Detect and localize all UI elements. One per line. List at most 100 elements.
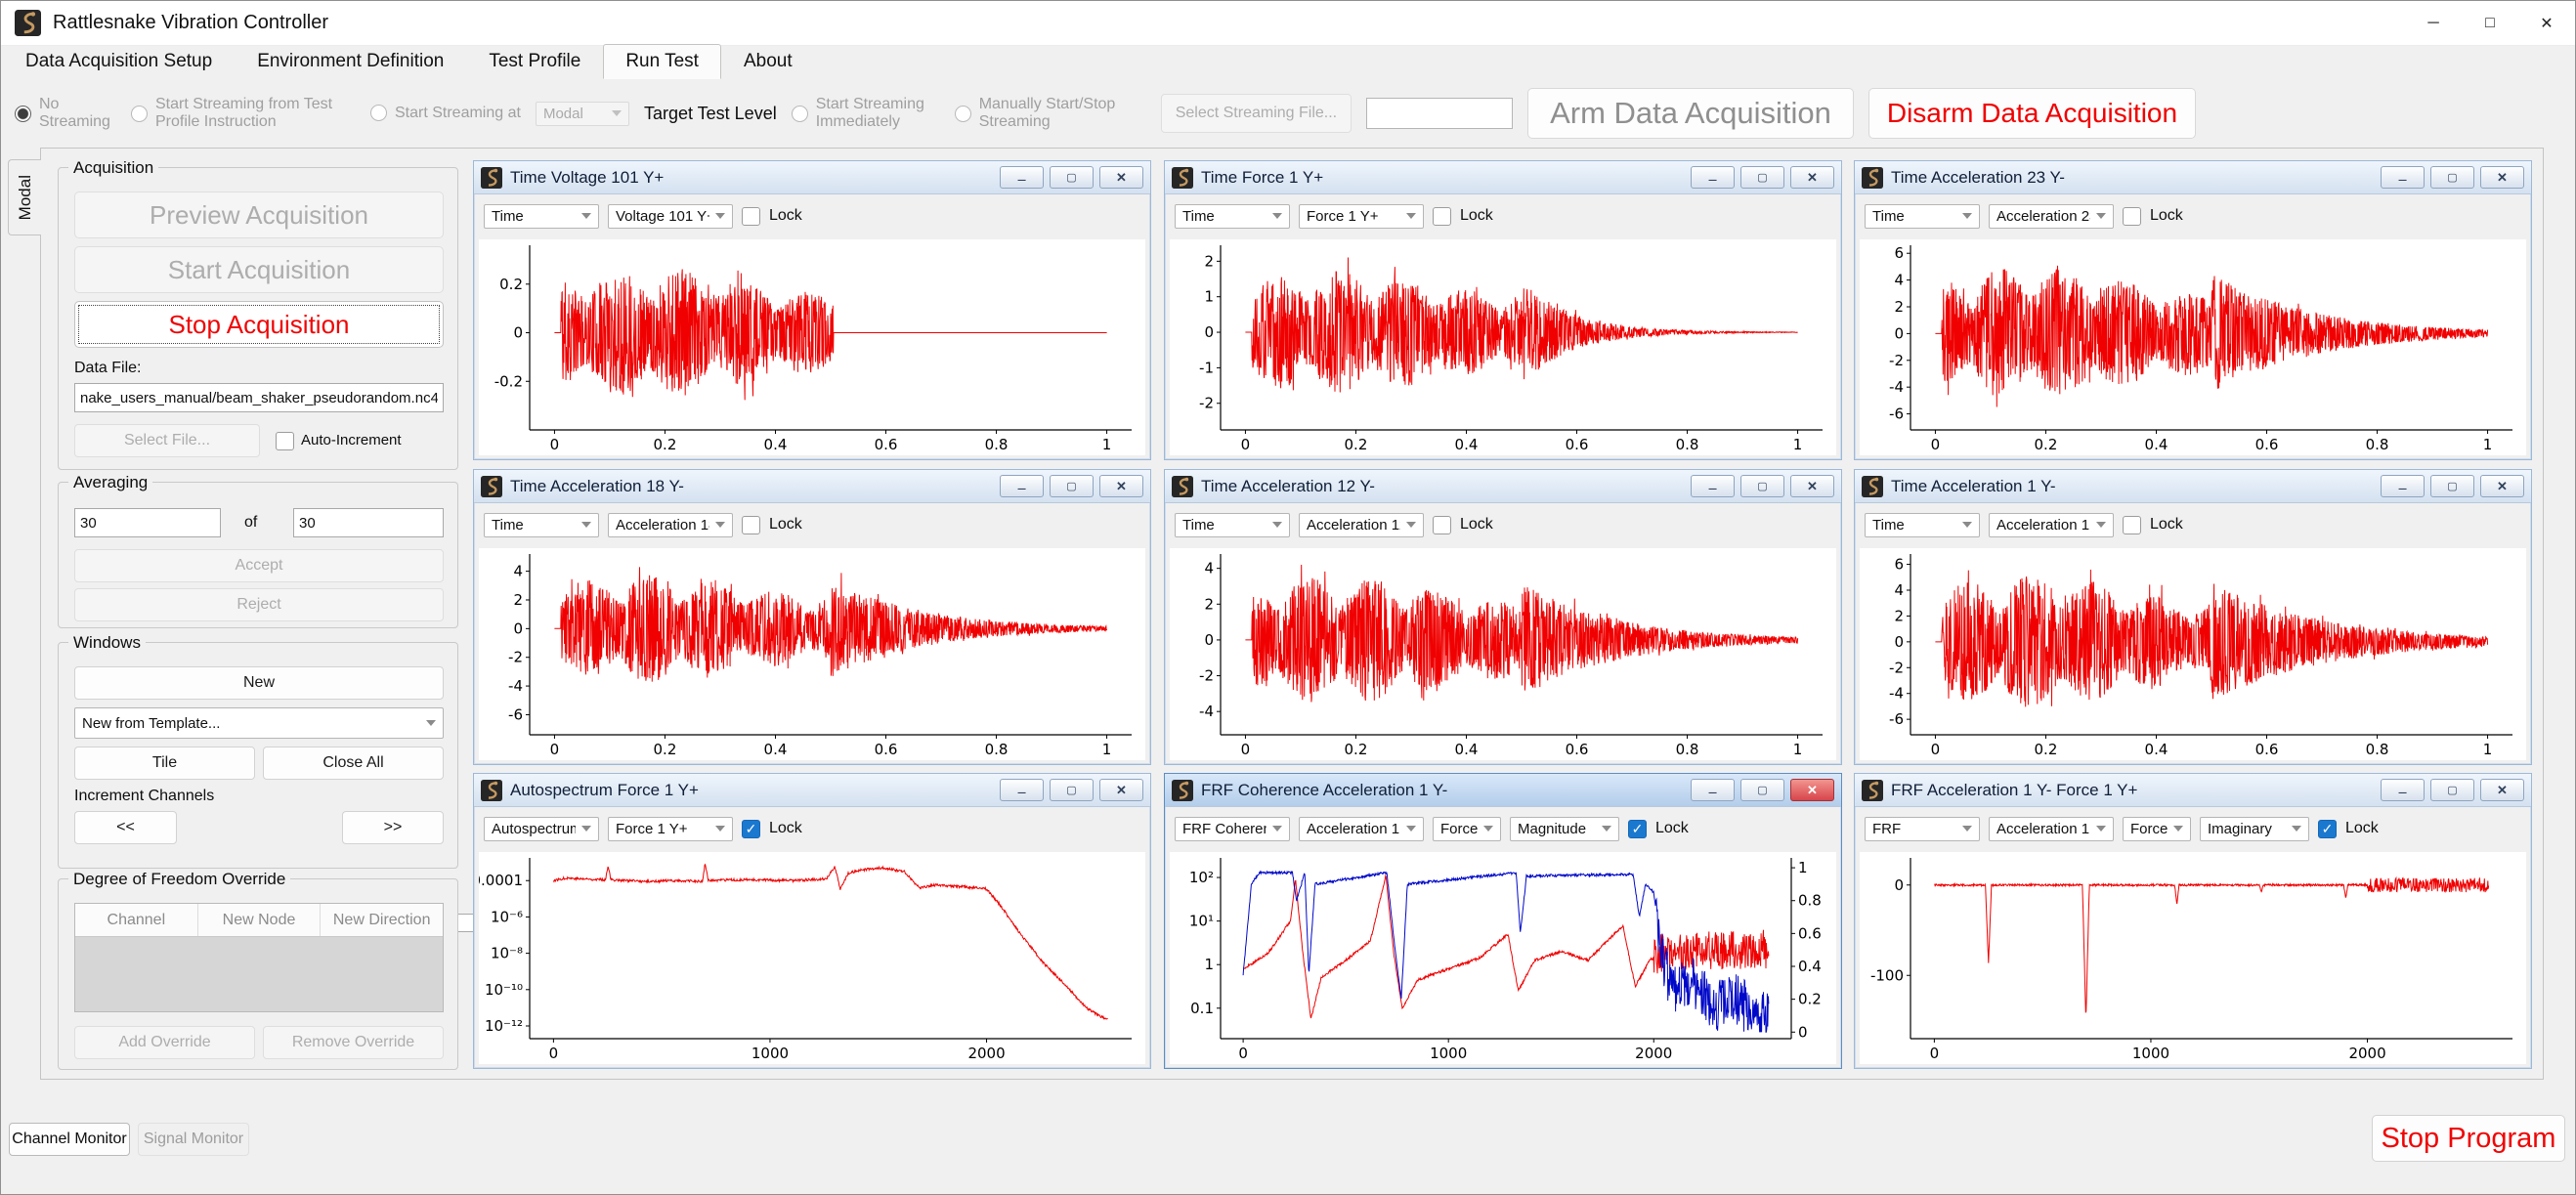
arm-data-acquisition-button[interactable]: Arm Data Acquisition: [1527, 88, 1854, 139]
window-maximize-icon[interactable]: ▢: [1740, 166, 1784, 189]
dof-override-table[interactable]: Channel New Node New Direction: [74, 903, 444, 1012]
window-maximize-icon[interactable]: ▢: [1050, 166, 1094, 189]
plot-canvas[interactable]: 00.20.40.60.81210-1-2: [1170, 239, 1836, 454]
stop-program-button[interactable]: Stop Program: [2372, 1115, 2565, 1162]
plot-combo-1[interactable]: Acceleration 1 Y-: [1989, 817, 2114, 841]
new-from-template-combo[interactable]: New from Template...: [74, 707, 444, 739]
plot-combo-1[interactable]: Acceleration 18 Y-: [608, 513, 733, 537]
window-minimize-icon[interactable]: ⚊: [1000, 475, 1044, 497]
tab-signal-monitor[interactable]: Signal Monitor: [138, 1123, 249, 1156]
window-maximize-icon[interactable]: ▢: [1740, 475, 1784, 497]
lock-checkbox[interactable]: ✓: [2318, 820, 2337, 838]
window-close-icon[interactable]: ✕: [1790, 475, 1834, 497]
minimize-icon[interactable]: ─: [2405, 1, 2462, 45]
streaming-file-input[interactable]: [1366, 98, 1513, 129]
close-all-button[interactable]: Close All: [263, 747, 444, 780]
tile-button[interactable]: Tile: [74, 747, 255, 780]
averaging-total-input[interactable]: [293, 508, 444, 537]
auto-increment-checkbox[interactable]: [276, 432, 294, 450]
accept-button[interactable]: Accept: [74, 549, 444, 582]
plot-canvas[interactable]: 0100020000.000110⁻⁶10⁻⁸10⁻¹⁰10⁻¹²: [479, 852, 1145, 1063]
mdi-window[interactable]: FRF Coherence Acceleration 1 Y-⚊▢✕FRF Co…: [1164, 773, 1842, 1069]
radio-icon[interactable]: [955, 106, 971, 122]
window-titlebar[interactable]: FRF Acceleration 1 Y- Force 1 Y+⚊▢✕: [1855, 774, 2531, 807]
maximize-icon[interactable]: □: [2462, 1, 2518, 45]
select-streaming-file-button[interactable]: Select Streaming File...: [1161, 94, 1352, 133]
window-minimize-icon[interactable]: ⚊: [2381, 166, 2425, 189]
window-minimize-icon[interactable]: ⚊: [1691, 166, 1735, 189]
plot-combo-1[interactable]: Voltage 101 Y+: [608, 204, 733, 229]
mdi-window[interactable]: FRF Acceleration 1 Y- Force 1 Y+⚊▢✕ FRF Ac…: [1854, 773, 2532, 1069]
window-close-icon[interactable]: ✕: [1099, 779, 1143, 801]
window-maximize-icon[interactable]: ▢: [1740, 779, 1784, 801]
window-minimize-icon[interactable]: ⚊: [2381, 475, 2425, 497]
plot-combo-2[interactable]: Force 1 `: [1433, 817, 1501, 841]
mdi-window[interactable]: Time Force 1 Y+⚊▢✕TimeForce 1 Y+Lock00.2…: [1164, 160, 1842, 460]
plot-combo-2[interactable]: Force 1 `: [2123, 817, 2191, 841]
plot-combo-3[interactable]: Imaginary: [2200, 817, 2309, 841]
window-titlebar[interactable]: Time Voltage 101 Y+⚊▢✕: [474, 161, 1150, 194]
tab-environment-definition[interactable]: Environment Definition: [235, 44, 466, 79]
mdi-window[interactable]: Time Acceleration 1 Y-⚊▢✕TimeAcceleratio…: [1854, 469, 2532, 765]
window-maximize-icon[interactable]: ▢: [2430, 475, 2474, 497]
radio-no-streaming[interactable]: No Streaming: [15, 96, 116, 132]
window-maximize-icon[interactable]: ▢: [2430, 166, 2474, 189]
radio-start-streaming-from-test-profile[interactable]: Start Streaming from Test Profile Instru…: [131, 96, 356, 132]
window-titlebar[interactable]: Time Force 1 Y+⚊▢✕: [1165, 161, 1841, 194]
lock-checkbox[interactable]: [742, 207, 760, 226]
disarm-data-acquisition-button[interactable]: Disarm Data Acquisition: [1868, 88, 2196, 139]
window-close-icon[interactable]: ✕: [2480, 166, 2524, 189]
mdi-window[interactable]: Autospectrum Force 1 Y+⚊▢✕ Autospectrum Fo…: [473, 773, 1151, 1069]
add-override-button[interactable]: Add Override: [74, 1026, 255, 1059]
tab-run-test[interactable]: Run Test: [603, 44, 721, 79]
window-minimize-icon[interactable]: ⚊: [1691, 475, 1735, 497]
window-titlebar[interactable]: Time Acceleration 23 Y-⚊▢✕: [1855, 161, 2531, 194]
plot-combo-1[interactable]: Acceleration 12 Y-: [1299, 513, 1424, 537]
new-window-button[interactable]: New: [74, 666, 444, 700]
window-close-icon[interactable]: ✕: [1099, 475, 1143, 497]
lock-checkbox[interactable]: [1433, 516, 1451, 534]
preview-acquisition-button[interactable]: Preview Acquisition: [74, 192, 444, 238]
tab-channel-monitor[interactable]: Channel Monitor: [9, 1123, 130, 1156]
plot-combo-1[interactable]: Force 1 Y+: [608, 817, 733, 841]
window-minimize-icon[interactable]: ⚊: [1000, 779, 1044, 801]
mdi-window[interactable]: Time Acceleration 12 Y-⚊▢✕TimeAccelerati…: [1164, 469, 1842, 765]
plot-combo-0[interactable]: FRF Coherence: [1175, 817, 1290, 841]
select-file-button[interactable]: Select File...: [74, 424, 260, 457]
plot-combo-3[interactable]: Magnitude: [1510, 817, 1619, 841]
lock-checkbox[interactable]: ✓: [742, 820, 760, 838]
plot-combo-0[interactable]: Time: [484, 204, 599, 229]
tab-data-acquisition-setup[interactable]: Data Acquisition Setup: [3, 44, 235, 79]
lock-checkbox[interactable]: [2123, 207, 2141, 226]
averaging-current-input[interactable]: [74, 508, 221, 537]
plot-canvas[interactable]: 00.20.40.60.816420-2-4-6: [1860, 239, 2526, 454]
window-close-icon[interactable]: ✕: [1099, 166, 1143, 189]
window-titlebar[interactable]: FRF Coherence Acceleration 1 Y-⚊▢✕: [1165, 774, 1841, 807]
mdi-window[interactable]: Time Acceleration 18 Y-⚊▢✕TimeAccelerati…: [473, 469, 1151, 765]
window-maximize-icon[interactable]: ▢: [1050, 475, 1094, 497]
plot-combo-0[interactable]: Time: [1175, 513, 1290, 537]
plot-combo-0[interactable]: Time: [1175, 204, 1290, 229]
window-minimize-icon[interactable]: ⚊: [1000, 166, 1044, 189]
window-titlebar[interactable]: Time Acceleration 1 Y-⚊▢✕: [1855, 470, 2531, 503]
decrement-channels-button[interactable]: <<: [74, 811, 177, 844]
lock-checkbox[interactable]: [742, 516, 760, 534]
radio-icon[interactable]: [370, 105, 387, 121]
tab-test-profile[interactable]: Test Profile: [466, 44, 603, 79]
window-minimize-icon[interactable]: ⚊: [1691, 779, 1735, 801]
tab-about[interactable]: About: [721, 44, 815, 79]
window-titlebar[interactable]: Time Acceleration 18 Y-⚊▢✕: [474, 470, 1150, 503]
window-close-icon[interactable]: ✕: [2480, 475, 2524, 497]
mdi-window[interactable]: Time Acceleration 23 Y-⚊▢✕TimeAccelerati…: [1854, 160, 2532, 460]
increment-channels-button[interactable]: >>: [342, 811, 444, 844]
radio-icon[interactable]: [15, 106, 31, 122]
plot-combo-0[interactable]: FRF: [1865, 817, 1980, 841]
plot-canvas[interactable]: 00.20.40.60.81420-2-4-6: [479, 548, 1145, 759]
close-icon[interactable]: ✕: [2518, 1, 2575, 45]
plot-combo-0[interactable]: Autospectrum: [484, 817, 599, 841]
window-close-icon[interactable]: ✕: [1790, 779, 1834, 801]
remove-override-button[interactable]: Remove Override: [263, 1026, 444, 1059]
window-titlebar[interactable]: Autospectrum Force 1 Y+⚊▢✕: [474, 774, 1150, 807]
plot-canvas[interactable]: 0100020000-100: [1860, 852, 2526, 1063]
window-maximize-icon[interactable]: ▢: [2430, 779, 2474, 801]
